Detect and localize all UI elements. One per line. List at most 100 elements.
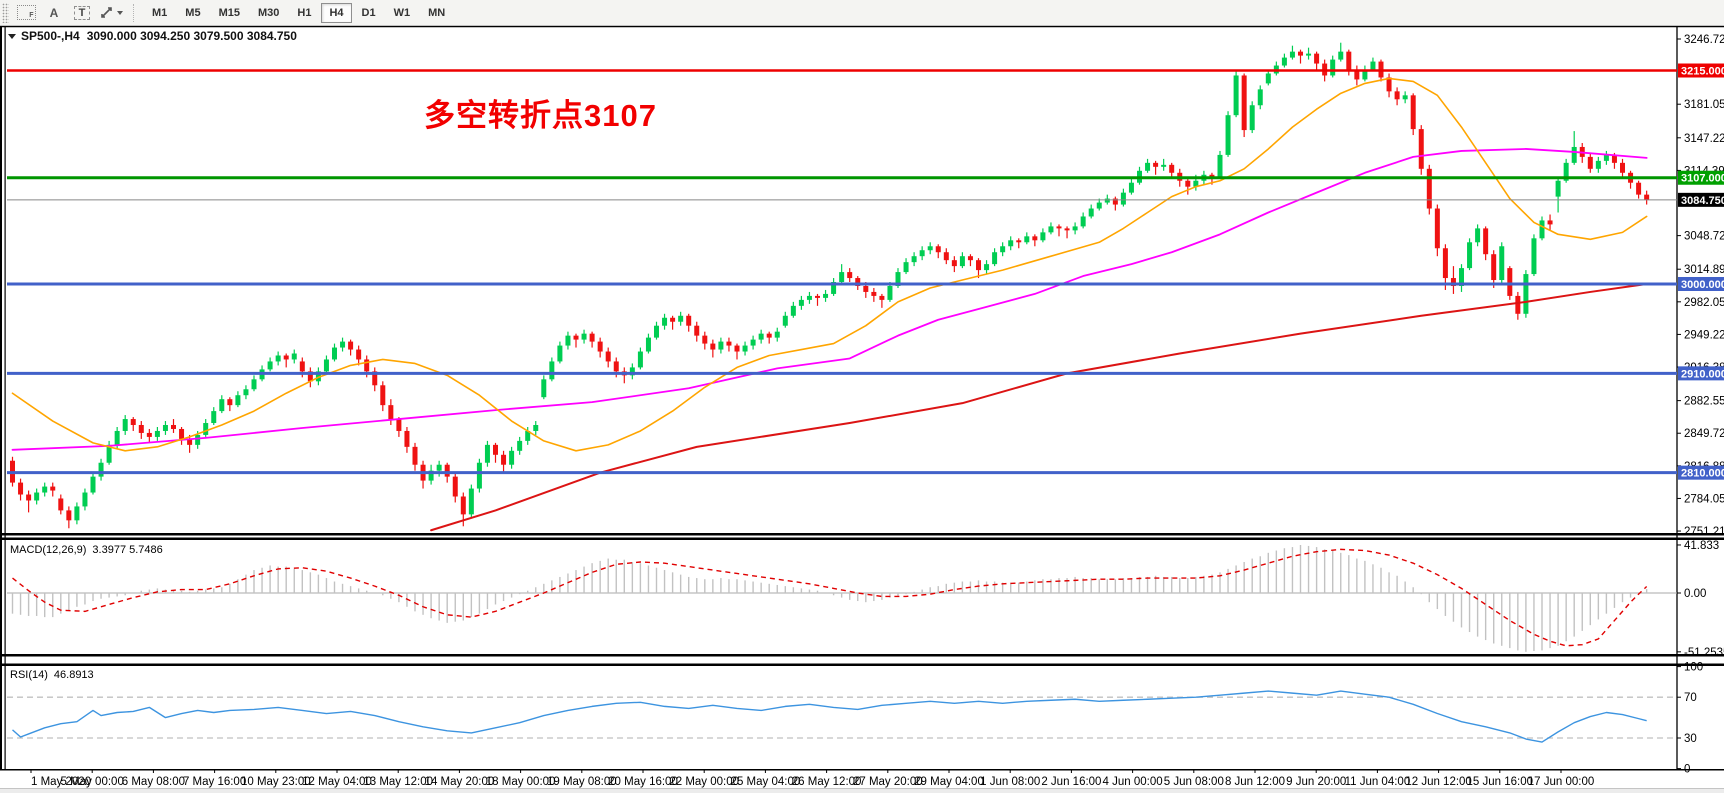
- price-tick-label: 2982.055: [1684, 297, 1724, 309]
- tf-button-mn[interactable]: MN: [420, 3, 453, 23]
- ma-fast-orange-line: [11, 77, 1648, 452]
- time-tick-label: 17 Jun 00:00: [1528, 776, 1595, 788]
- tf-button-w1[interactable]: W1: [386, 3, 419, 23]
- tf-button-m1[interactable]: M1: [144, 3, 175, 23]
- time-tick-label: 19 May 08:00: [547, 776, 617, 788]
- time-tick-label: 1 May 2020: [31, 776, 91, 788]
- price-badge-text: 3000.000: [1681, 279, 1724, 291]
- timeframe-buttons: M1 M5 M15 M30 H1 H4 D1 W1 MN: [143, 2, 454, 23]
- price-badge-text: 3084.750: [1681, 195, 1724, 207]
- collapse-triangle-icon[interactable]: [8, 33, 16, 39]
- time-tick-label: 10 May 23:00: [241, 776, 311, 788]
- scrollbar-strip[interactable]: [0, 788, 1724, 793]
- time-tick-label: 5 Jun 08:00: [1164, 776, 1224, 788]
- time-tick-label: 1 Jun 08:00: [980, 776, 1040, 788]
- price-tick-label: 2784.050: [1684, 493, 1724, 505]
- tf-button-m5[interactable]: M5: [177, 3, 208, 23]
- time-tick-label: 29 May 04:00: [914, 776, 984, 788]
- price-badge-text: 3215.000: [1681, 66, 1724, 78]
- time-tick-label: 9 Jun 20:00: [1286, 776, 1346, 788]
- pane-borders: [0, 25, 1724, 793]
- rsi-name: RSI(14): [10, 669, 48, 681]
- toolbar-separator: [133, 3, 135, 22]
- text-tool-letter: T: [73, 5, 91, 20]
- time-tick-label: 22 May 00:00: [669, 776, 739, 788]
- dropdown-caret-icon[interactable]: [117, 10, 123, 15]
- tf-button-m30[interactable]: M30: [250, 3, 287, 23]
- grid-snap-icon[interactable]: F: [15, 3, 37, 23]
- time-tick-label: 8 Jun 12:00: [1225, 776, 1285, 788]
- macd-name: MACD(12,26,9): [10, 544, 87, 556]
- cursor-tool-icon[interactable]: A: [43, 3, 65, 23]
- price-badge-text: 3107.000: [1681, 173, 1724, 185]
- time-tick-label: 12 Jun 12:00: [1405, 776, 1472, 788]
- macd-indicator-label: MACD(12,26,9) 3.3977 5.7486: [10, 544, 169, 556]
- time-tick-label: 15 Jun 16:00: [1467, 776, 1534, 788]
- rsi-tick-label: 30: [1684, 733, 1697, 745]
- rsi-value: 46.8913: [53, 669, 94, 681]
- rsi-pane[interactable]: 100 70 30 0: [7, 662, 1703, 776]
- chart-canvas[interactable]: 3246.7253181.0553147.2253114.3903048.720…: [0, 25, 1724, 793]
- price-badge-text: 2810.000: [1681, 468, 1724, 480]
- rsi-indicator-label: RSI(14) 46.8913: [10, 669, 100, 681]
- price-badge-2810.000: [1678, 465, 1724, 480]
- price-tick-label: 3181.055: [1684, 99, 1724, 111]
- tf-button-h1[interactable]: H1: [289, 3, 319, 23]
- toolbar-grip-handle[interactable]: [2, 2, 9, 23]
- price-tick-label: 3147.225: [1684, 133, 1724, 145]
- text-tool-icon[interactable]: T: [71, 3, 93, 23]
- macd-values: 3.3977 5.7486: [92, 544, 163, 556]
- symbol-period-label: SP500-,H4: [21, 29, 80, 43]
- price-tick-label: 3014.890: [1684, 264, 1724, 276]
- time-tick-label: 14 May 20:00: [425, 776, 495, 788]
- price-tick-label: 2949.220: [1684, 329, 1724, 341]
- price-axis[interactable]: 3246.7253181.0553147.2253114.3903048.720…: [1677, 34, 1724, 538]
- price-tick-label: 2849.720: [1684, 428, 1724, 440]
- price-tick-label: 3048.720: [1684, 231, 1724, 243]
- price-badge-3084.750: [1678, 192, 1724, 207]
- diagonal-arrows-icon[interactable]: [99, 3, 123, 23]
- time-tick-label: 11 Jun 04:00: [1345, 776, 1411, 788]
- ohlc-values: 3090.000 3094.250 3079.500 3084.750: [86, 29, 297, 43]
- price-badge-3215.000: [1678, 63, 1724, 78]
- macd-signal-line: [12, 548, 1648, 647]
- tf-button-h4[interactable]: H4: [321, 2, 352, 23]
- chart-title: SP500-,H4 3090.000 3094.250 3079.500 308…: [8, 29, 304, 43]
- diagonal-arrows-glyph: [101, 7, 112, 18]
- price-badge-2910.000: [1678, 366, 1724, 381]
- price-tick-label: 2882.555: [1684, 396, 1724, 408]
- time-tick-label: 5 May 00:00: [61, 776, 124, 788]
- grid-icon-letter: F: [29, 12, 34, 19]
- tf-button-m15[interactable]: M15: [211, 3, 248, 23]
- time-tick-label: 7 May 16:00: [183, 776, 246, 788]
- time-tick-label: 2 Jun 16:00: [1041, 776, 1101, 788]
- time-tick-label: 6 May 08:00: [122, 776, 185, 788]
- ma-mid-magenta-line: [11, 148, 1648, 451]
- rsi-tick-label: 0: [1684, 764, 1690, 776]
- rsi-tick-label: 100: [1684, 662, 1703, 674]
- macd-tick-label: 41.833: [1684, 540, 1719, 552]
- time-tick-label: 4 Jun 00:00: [1103, 776, 1163, 788]
- horizontal-levels[interactable]: [7, 69, 1677, 475]
- macd-pane[interactable]: 41.833 0.00 -51.2535: [7, 540, 1724, 659]
- price-badge-3107.000: [1678, 170, 1724, 185]
- rsi-tick-label: 70: [1684, 692, 1697, 704]
- macd-tick-label: 0.00: [1684, 588, 1706, 600]
- candlesticks[interactable]: [10, 42, 1650, 529]
- price-badge-text: 2910.000: [1681, 368, 1724, 380]
- price-tick-label: 3246.725: [1684, 34, 1724, 46]
- cursor-tool-letter: A: [49, 5, 59, 20]
- macd-tick-label: -51.2535: [1684, 647, 1724, 659]
- time-tick-label: 26 May 12:00: [792, 776, 862, 788]
- time-tick-label: 25 May 04:00: [731, 776, 801, 788]
- text-annotation[interactable]: 多空转折点3107: [424, 98, 657, 133]
- tf-button-d1[interactable]: D1: [354, 3, 384, 23]
- price-tick-label: 2751.215: [1684, 526, 1724, 538]
- time-tick-label: 18 May 00:00: [486, 776, 556, 788]
- time-tick-label: 20 May 16:00: [608, 776, 678, 788]
- rsi-line: [12, 690, 1647, 743]
- price-badge-3000.000: [1678, 276, 1724, 291]
- time-tick-label: 12 May 04:00: [302, 776, 372, 788]
